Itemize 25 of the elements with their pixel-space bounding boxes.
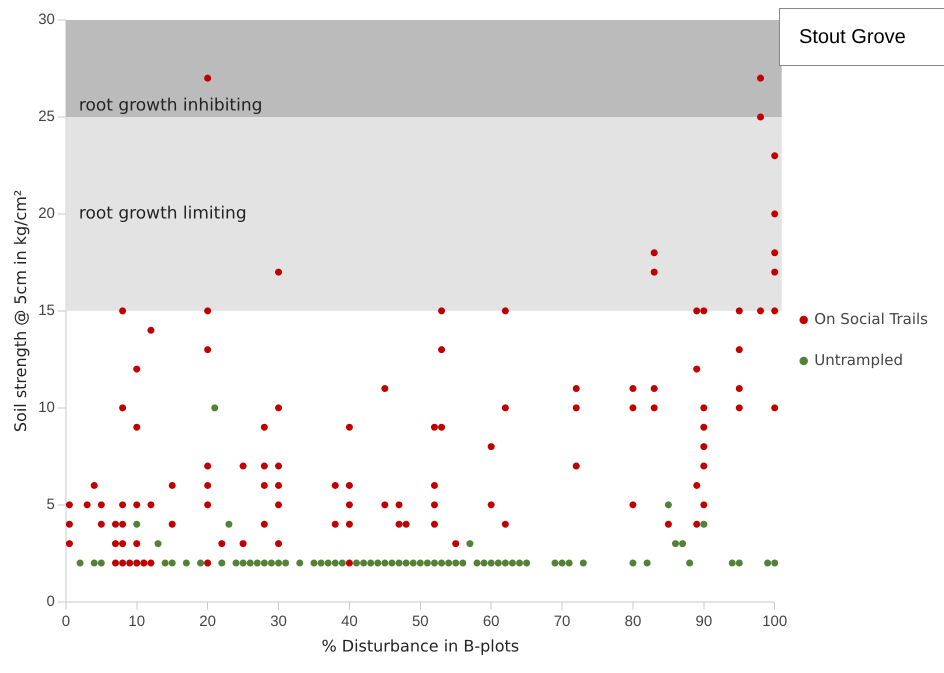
y-tick-label: 0 — [46, 592, 55, 610]
x-tick-label: 0 — [62, 612, 70, 630]
band-label: root growth inhibiting — [78, 95, 262, 116]
x-tick-label: 70 — [554, 612, 570, 630]
x-tick-label: 20 — [199, 612, 216, 630]
x-tick-label: 100 — [762, 612, 788, 630]
x-axis-title: % Disturbance in B-plots — [321, 636, 520, 656]
x-tick-label: 80 — [624, 612, 642, 630]
y-tick-label: 5 — [46, 496, 55, 513]
text: Stout Grove — [779, 8, 944, 66]
y-axis-title: Soil strength @ 5cm in kg/cm² — [10, 190, 30, 432]
x-tick-label: 50 — [412, 612, 429, 630]
y-tick-label: 15 — [38, 302, 55, 320]
y-tick-label: 20 — [38, 205, 55, 222]
x-tick-label: 60 — [482, 612, 500, 630]
x-tick-label: 40 — [341, 612, 358, 630]
x-tick-label: 90 — [695, 612, 712, 630]
legend-label: On Social Trails — [814, 310, 928, 328]
y-tick-label: 10 — [38, 399, 55, 416]
y-tick-label: 25 — [38, 108, 55, 126]
x-tick-label: 30 — [270, 612, 287, 630]
y-tick-label: 30 — [38, 11, 55, 28]
band-label: root growth limiting — [78, 203, 247, 224]
x-tick-label: 10 — [128, 612, 146, 630]
legend-label: Untrampled — [814, 350, 903, 369]
